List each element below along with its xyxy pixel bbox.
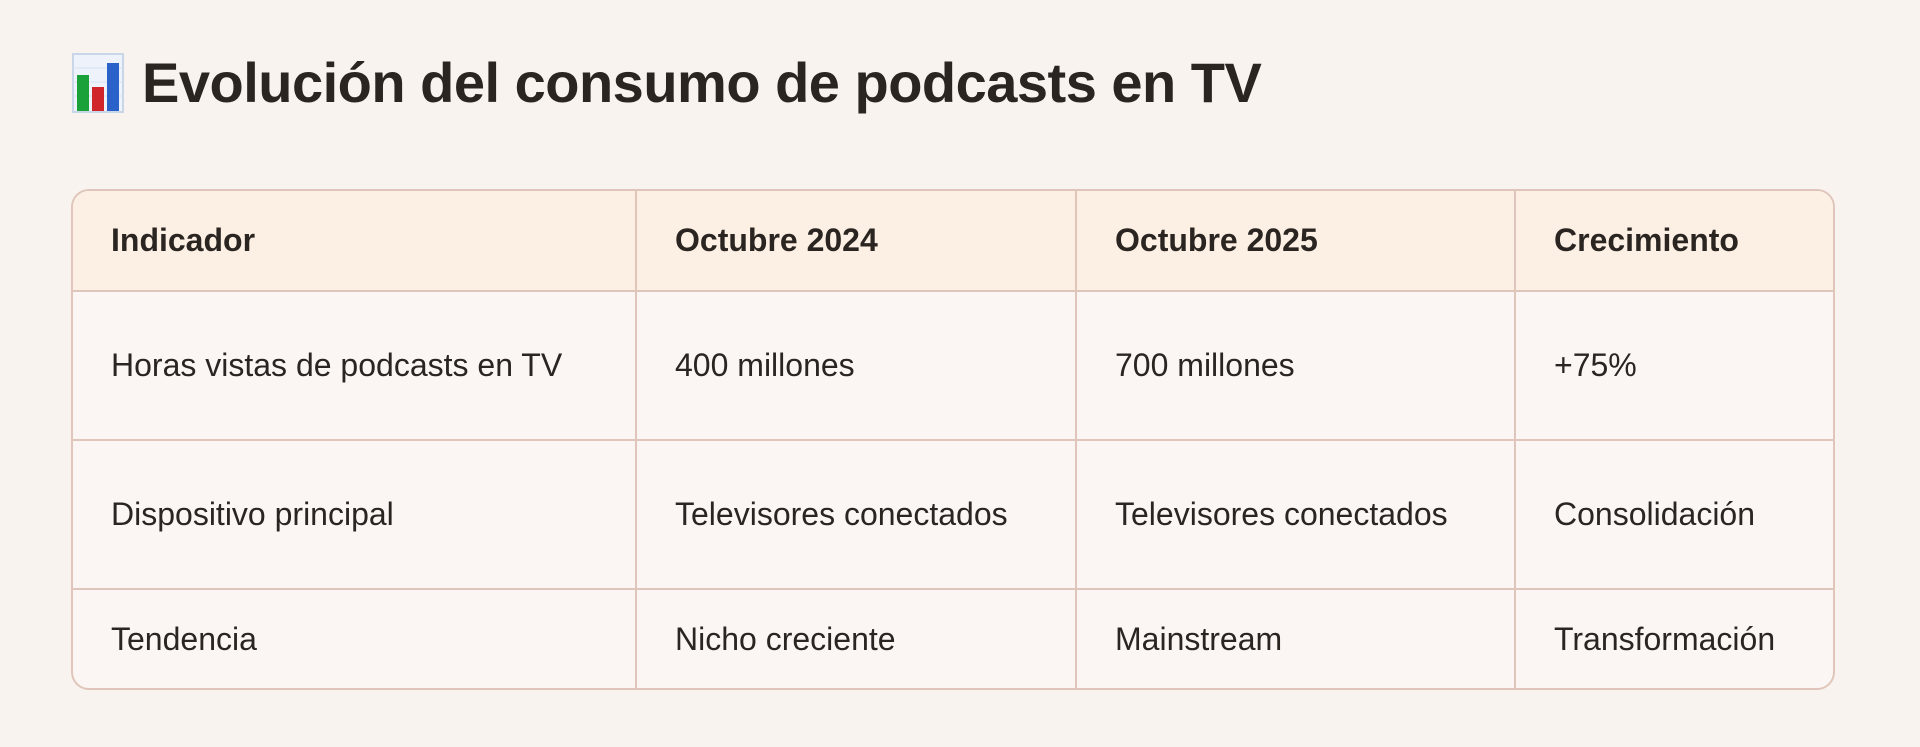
table-header-row: Indicador Octubre 2024 Octubre 2025 Crec… [73, 191, 1833, 292]
table-cell: +75% [1515, 291, 1833, 441]
column-header-indicador: Indicador [73, 191, 637, 292]
table-cell: Dispositivo principal [73, 440, 637, 590]
table-cell: Nicho creciente [636, 589, 1077, 688]
table-cell: 400 millones [636, 291, 1077, 441]
table-cell: Tendencia [73, 589, 637, 688]
table-row: Dispositivo principal Televisores conect… [73, 440, 1833, 590]
table-cell: Transformación [1554, 620, 1776, 657]
title-row: Evolución del consumo de podcasts en TV [72, 48, 1262, 118]
column-header-octubre-2024: Octubre 2024 [636, 191, 1077, 292]
table-cell: Horas vistas de podcasts en TV [73, 291, 637, 441]
column-header-crecimiento: Crecimiento [1515, 191, 1833, 292]
bar-chart-icon [72, 53, 124, 113]
table-row: Horas vistas de podcasts en TV 400 millo… [73, 291, 1833, 441]
table-row: Tendencia Nicho creciente Mainstream Tra… [73, 589, 1833, 688]
table-cell: Televisores conectados [636, 440, 1077, 590]
table-cell: 700 millones [1076, 291, 1516, 441]
column-header-octubre-2025: Octubre 2025 [1076, 191, 1516, 292]
comparison-table: Indicador Octubre 2024 Octubre 2025 Crec… [71, 189, 1835, 690]
table-cell: Televisores conectados [1076, 440, 1516, 590]
table-cell: Mainstream [1076, 589, 1516, 688]
table-cell: Consolidación [1515, 440, 1833, 590]
page-title: Evolución del consumo de podcasts en TV [142, 51, 1262, 114]
